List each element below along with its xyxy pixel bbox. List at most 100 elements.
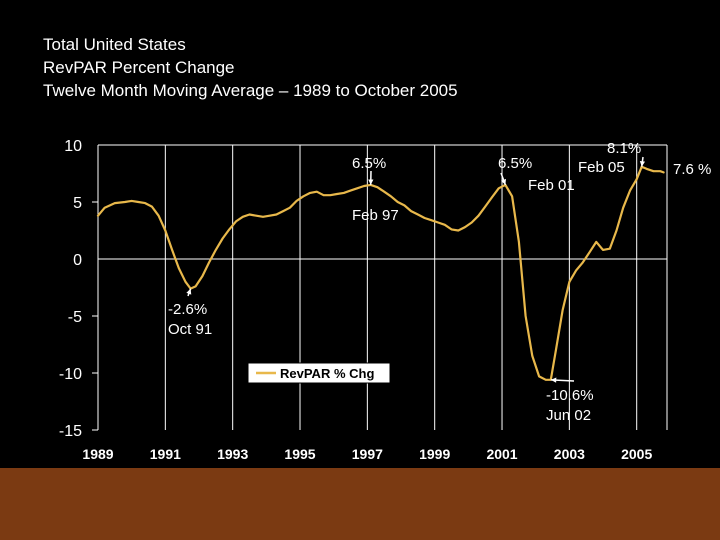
y-tick-label-5: -15 [59, 423, 82, 440]
data-point-73 [588, 251, 591, 253]
legend-box [247, 362, 391, 384]
data-point-38 [356, 187, 359, 190]
series-line-0 [96, 165, 665, 381]
data-point-46 [410, 210, 412, 212]
data-point-63 [524, 315, 527, 317]
data-point-58 [491, 196, 493, 199]
data-point-62 [518, 241, 520, 243]
data-point-31 [309, 192, 311, 194]
annotation-feb01-arrowhead [501, 178, 506, 185]
annotation-oct91-line-2: Oct 91 [168, 321, 212, 338]
x-tick-label-1: 1991 [150, 446, 181, 462]
footer-band [0, 468, 720, 540]
annotation-feb97-line-1: 6.5% [352, 155, 386, 172]
data-point-80 [635, 178, 638, 180]
data-point-82 [645, 168, 648, 170]
data-point-15 [201, 275, 204, 277]
data-point-14 [194, 285, 197, 288]
data-point-20 [235, 220, 237, 223]
data-point-71 [575, 269, 577, 272]
annotation-oct91-arrowhead [186, 288, 192, 295]
data-point-7 [151, 205, 153, 208]
data-point-68 [555, 349, 557, 352]
data-point-18 [221, 237, 224, 240]
data-point-75 [602, 249, 604, 251]
x-tick-label-3: 1995 [284, 446, 315, 462]
x-tick-label-0: 1989 [82, 446, 113, 462]
legend-label: RevPAR % Chg [280, 366, 374, 381]
data-point-2 [114, 202, 116, 204]
data-point-35 [336, 193, 338, 195]
data-point-49 [430, 219, 433, 222]
annotation-oct91-line-1: -2.6% [168, 301, 207, 318]
data-point-25 [268, 214, 271, 217]
data-point-34 [329, 194, 332, 196]
data-point-53 [457, 229, 460, 232]
data-point-9 [164, 229, 167, 232]
data-point-69 [561, 309, 564, 312]
y-tick-label-4: -10 [59, 366, 82, 383]
data-point-1 [103, 206, 106, 209]
annotation-feb01-line-2: Feb 01 [528, 177, 575, 194]
y-tick-label-1: 5 [73, 195, 82, 212]
data-point-52 [450, 228, 453, 231]
title-line-1: Total United States [43, 35, 186, 54]
data-point-32 [316, 190, 318, 193]
data-point-47 [417, 213, 419, 216]
data-point-29 [295, 200, 298, 202]
data-point-8 [157, 214, 160, 217]
title-line-2: RevPAR Percent Change [43, 58, 235, 77]
data-point-66 [544, 379, 547, 381]
data-point-55 [470, 221, 473, 224]
data-point-6 [144, 202, 146, 204]
data-point-22 [248, 213, 251, 216]
data-point-84 [659, 170, 662, 173]
title-line-3: Twelve Month Moving Average – 1989 to Oc… [43, 81, 458, 100]
data-point-19 [228, 228, 231, 231]
data-point-77 [615, 229, 618, 232]
annotation-oct05-line-1: 7.6 % [673, 161, 711, 178]
data-point-59 [497, 187, 500, 190]
annotation-jun02-line-1: -10.6% [546, 387, 594, 404]
data-point-37 [349, 189, 352, 192]
data-point-56 [477, 214, 480, 217]
data-point-43 [390, 195, 392, 198]
data-point-44 [396, 201, 399, 203]
x-tick-label-7: 2003 [554, 446, 585, 462]
x-tick-label-5: 1999 [419, 446, 450, 462]
annotation-feb05-line-2: Feb 05 [578, 159, 625, 176]
data-point-83 [652, 170, 655, 173]
annotation-feb97-arrowhead [368, 179, 374, 185]
data-point-74 [595, 241, 598, 243]
data-point-24 [262, 216, 264, 218]
annotation-feb97-line-2: Feb 97 [352, 207, 399, 224]
data-point-16 [208, 261, 210, 264]
data-point-26 [275, 213, 278, 216]
data-point-23 [255, 214, 258, 217]
data-point-0 [97, 214, 99, 217]
data-point-54 [464, 226, 466, 228]
data-point-51 [443, 224, 446, 226]
data-point-21 [241, 216, 244, 218]
annotation-feb05-arrowhead [639, 160, 646, 167]
data-point-78 [622, 206, 625, 209]
data-point-4 [130, 200, 133, 202]
y-tick-label-0: 10 [64, 138, 82, 155]
data-point-57 [484, 205, 486, 208]
data-point-85 [662, 171, 665, 174]
x-tick-label-2: 1993 [217, 446, 248, 462]
chart-title-block: Total United States RevPAR Percent Chang… [43, 33, 458, 102]
annotations: -2.6% Oct 91 6.5% Feb 97 6.5% Feb 01 -10.6% Jun… [168, 140, 711, 424]
x-tick-label-4: 1997 [352, 446, 383, 462]
y-tick-label-2: 0 [73, 252, 82, 269]
data-point-30 [302, 195, 305, 198]
x-tick-label-8: 2005 [621, 446, 652, 462]
data-point-79 [629, 189, 631, 192]
data-point-36 [342, 192, 345, 194]
y-tick-label-3: -5 [68, 309, 82, 326]
data-point-33 [322, 194, 325, 196]
data-point-17 [215, 249, 217, 251]
annotation-jun02-arrowhead [550, 377, 557, 383]
data-point-3 [124, 201, 126, 203]
data-point-50 [437, 221, 439, 224]
